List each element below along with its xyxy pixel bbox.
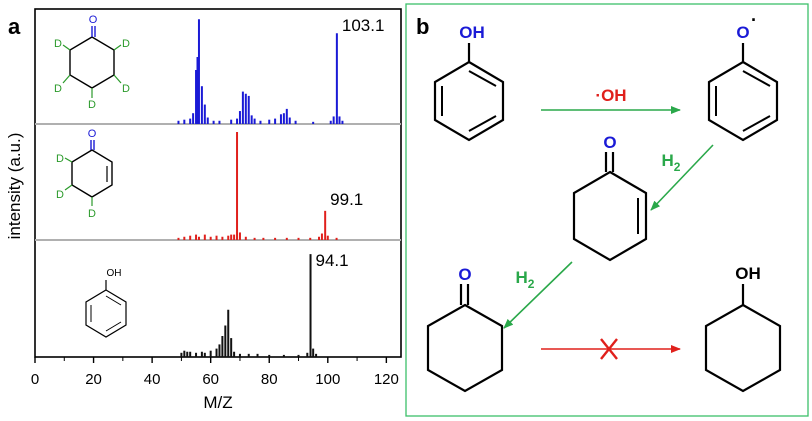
reagent-h2-first-sub: 2: [674, 160, 681, 174]
inset-top-oxygen: O: [89, 14, 98, 26]
inset-mid-oxygen: O: [88, 128, 97, 140]
phenoxy-radical-dot: ·: [751, 10, 757, 30]
x-axis-ticks: 0 20 40 60 80 100 120: [31, 357, 399, 388]
panel-a-label: a: [8, 14, 21, 39]
x-tick-label-40: 40: [144, 371, 161, 388]
reagent-h2-second: H2: [516, 268, 535, 291]
reagent-h2-second-sub: 2: [528, 277, 535, 291]
reagent-h2-second-h: H: [516, 268, 528, 287]
x-tick-label-0: 0: [31, 371, 39, 388]
phenol-structure: OH: [433, 23, 505, 142]
spectrum-bottom: [180, 254, 318, 357]
reagent-oh-radical: ·OH: [595, 86, 626, 105]
cyclohexenone-oxygen-label: O: [603, 133, 616, 152]
spectrum-mid: [177, 132, 338, 240]
reagent-h2-first-h: H: [662, 151, 674, 170]
x-tick-label-20: 20: [85, 371, 102, 388]
phenol-oh-label: OH: [459, 23, 485, 42]
panel-b-label: b: [416, 14, 429, 39]
inset-mid-d1: D: [56, 153, 64, 165]
inset-top-d5: D: [88, 99, 96, 111]
peak-labels: 103.1 99.1 94.1: [316, 16, 385, 270]
phenoxy-radical-structure: O ·: [707, 10, 779, 142]
cyclohexanol-structure: OH: [704, 264, 782, 393]
inset-mid-molecule: O D D D: [56, 128, 113, 220]
x-tick-label-120: 120: [374, 371, 399, 388]
x-tick-label-60: 60: [202, 371, 219, 388]
peak-label-bottom: 94.1: [316, 251, 349, 270]
cyclohexanol-oh-label: OH: [735, 264, 761, 283]
peak-label-mid: 99.1: [330, 190, 363, 209]
x-axis-title: M/Z: [203, 393, 232, 412]
arrow-h2-second: [503, 261, 573, 329]
panel-a-frame: [34, 8, 402, 358]
inset-top-d3: D: [54, 83, 62, 95]
x-tick-label-80: 80: [261, 371, 278, 388]
arrow-h2-first: [650, 144, 714, 211]
spectrum-top: [177, 19, 344, 124]
peak-label-top: 103.1: [342, 16, 385, 35]
cyclohexanone-oxygen-label: O: [458, 265, 471, 284]
inset-bottom-oh: OH: [107, 268, 122, 279]
reagent-h2-first: H2: [662, 151, 681, 174]
y-axis-title: intensity (a.u.): [5, 133, 24, 240]
panel-b-frame: [405, 3, 809, 417]
inset-top-d1: D: [54, 38, 62, 50]
inset-top-d2: D: [122, 38, 130, 50]
x-tick-label-100: 100: [315, 371, 340, 388]
phenoxy-oxygen-label: O: [736, 23, 749, 42]
inset-mid-d2: D: [56, 189, 64, 201]
cyclohexanone-structure: O: [426, 265, 504, 393]
inset-top-d4: D: [122, 83, 130, 95]
inset-bottom-molecule: OH: [85, 268, 127, 338]
inset-top-molecule: O D D D D D: [54, 14, 130, 111]
cyclohexenone-structure: O: [572, 133, 648, 262]
blocked-cross-mark: [600, 338, 618, 360]
inset-mid-d3: D: [88, 208, 96, 220]
